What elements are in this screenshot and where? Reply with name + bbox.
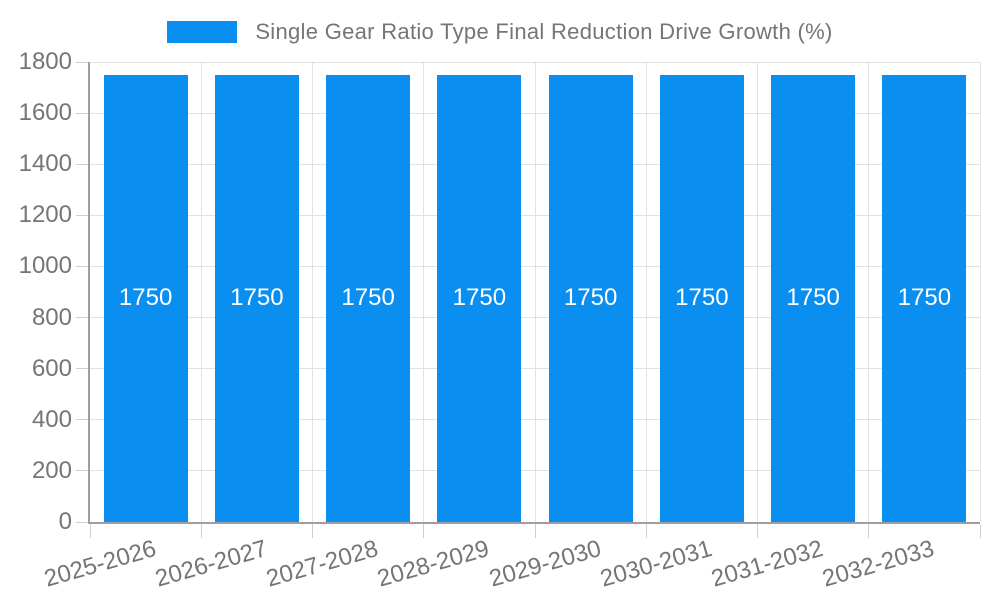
x-axis-tick — [979, 524, 981, 538]
y-axis-label: 400 — [31, 405, 72, 433]
x-gridline — [200, 62, 202, 522]
y-axis-tick — [76, 163, 88, 165]
bar[interactable]: 1750 — [103, 74, 188, 522]
legend-swatch — [167, 21, 238, 43]
chart-legend[interactable]: Single Gear Ratio Type Final Reduction D… — [0, 19, 1000, 45]
y-axis-tick — [76, 61, 88, 63]
bar-value-label: 1750 — [897, 284, 952, 312]
y-axis-label: 1600 — [18, 99, 72, 127]
x-axis-tick — [312, 524, 313, 538]
x-gridline — [312, 62, 313, 522]
y-axis-tick — [76, 368, 88, 370]
y-axis-label: 1200 — [18, 201, 72, 229]
y-axis-label: 1000 — [18, 252, 72, 280]
y-axis-tick — [76, 265, 88, 267]
x-axis-tick — [200, 524, 202, 538]
plot-area: 0 200 400 600 800 1000 1200 1400 1600 1800 1750 202… — [19, 49, 981, 593]
x-gridline — [979, 62, 981, 522]
y-axis-tick — [76, 470, 88, 472]
x-axis-tick — [868, 524, 870, 538]
bar[interactable]: 1750 — [771, 74, 856, 522]
y-axis-tick — [76, 419, 88, 421]
y-axis-tick — [76, 317, 88, 319]
y-axis-tick — [76, 521, 88, 523]
y-axis-label: 1400 — [18, 150, 72, 178]
x-gridline — [757, 62, 758, 522]
y-axis-label: 600 — [31, 354, 72, 382]
bar-value-label: 1750 — [786, 284, 840, 312]
bar[interactable]: 1750 — [882, 74, 967, 522]
bar[interactable]: 1750 — [214, 74, 299, 522]
legend-label: Single Gear Ratio Type Final Reduction D… — [255, 19, 833, 44]
bar-value-label: 1750 — [230, 284, 284, 312]
x-gridline — [868, 62, 870, 522]
y-axis-label: 1800 — [18, 48, 72, 75]
bar-value-label: 1750 — [675, 284, 729, 312]
x-axis-tick — [757, 524, 758, 538]
bar[interactable]: 1750 — [548, 74, 633, 522]
x-gridline — [534, 62, 536, 522]
bar[interactable]: 1750 — [437, 74, 522, 522]
bar-value-label: 1750 — [341, 284, 395, 312]
bar-value-label: 1750 — [118, 284, 173, 312]
bar-value-label: 1750 — [452, 284, 507, 312]
y-axis-label: 0 — [58, 508, 72, 535]
x-axis-tick — [645, 524, 647, 538]
y-axis-label: 200 — [31, 456, 72, 484]
y-axis-label: 800 — [31, 303, 72, 331]
bar[interactable]: 1750 — [659, 74, 744, 522]
x-axis-tick — [423, 524, 425, 538]
bar[interactable]: 1750 — [326, 74, 411, 522]
y-axis-tick — [76, 214, 88, 216]
bar-value-label: 1750 — [563, 284, 618, 312]
x-gridline — [645, 62, 647, 522]
x-axis-tick — [534, 524, 536, 538]
x-axis-tick — [89, 524, 91, 538]
x-gridline — [423, 62, 425, 522]
y-axis-tick — [76, 112, 88, 114]
